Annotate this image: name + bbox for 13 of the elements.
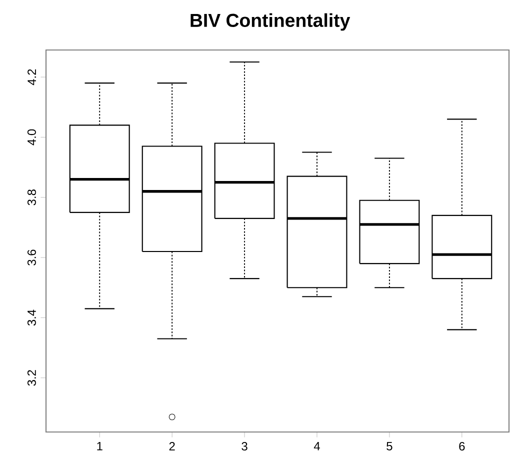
x-tick-label: 1	[97, 442, 102, 450]
x-tick-label: 4	[314, 442, 320, 450]
x-tick-label: 5	[386, 442, 392, 450]
x-tick-label: 2	[169, 442, 175, 450]
y-tick-label: 4.0	[27, 129, 36, 146]
chart-title: BIV Continentality	[190, 13, 350, 31]
y-tick-label: 3.6	[27, 250, 36, 266]
y-tick-label: 3.8	[27, 190, 36, 206]
y-tick-label: 3.2	[27, 370, 36, 386]
x-tick-label: 3	[242, 442, 248, 451]
x-tick-label: 6	[459, 442, 465, 451]
y-tick-label: 3.4	[27, 310, 36, 326]
y-tick-label: 4.2	[28, 69, 36, 86]
